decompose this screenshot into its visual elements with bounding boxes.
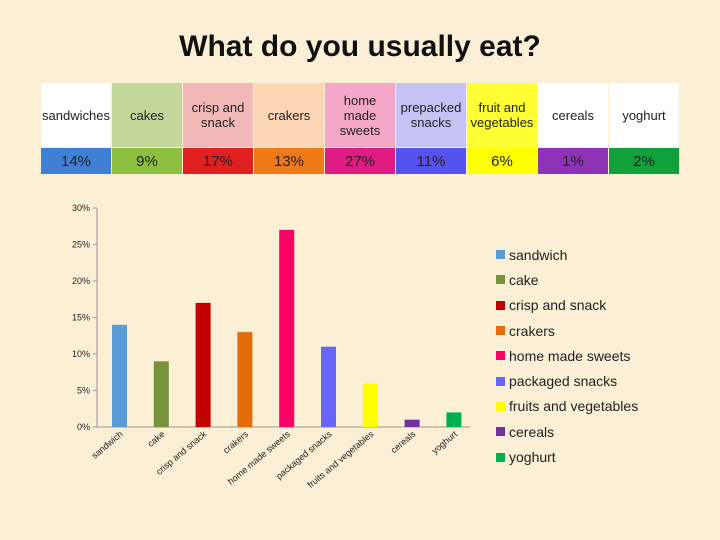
table-header-cell: cereals	[537, 82, 609, 148]
bar	[404, 419, 420, 427]
legend-item: sandwich	[496, 242, 638, 267]
x-tick-label: yoghurt	[430, 429, 460, 456]
legend-item: cereals	[496, 419, 638, 444]
legend-item: crakers	[496, 318, 638, 343]
legend-label: crisp and snack	[509, 297, 607, 314]
y-tick-label: 5%	[77, 386, 90, 396]
legend-label: home made sweets	[509, 347, 631, 364]
x-tick-label: sandwich	[90, 429, 125, 461]
legend-swatch	[496, 401, 505, 411]
table-header-cell: prepacked snacks	[395, 82, 467, 148]
bar	[153, 361, 169, 427]
table-value-cell: 14%	[40, 147, 112, 175]
table-header-cell: yoghurt	[608, 82, 680, 148]
bar	[112, 324, 127, 427]
table-value-cell: 27%	[324, 147, 396, 175]
legend-swatch	[496, 351, 505, 361]
legend-label: crakers	[509, 322, 555, 339]
table-value-row: 14% 9% 17% 13% 27% 11% 6% 1% 2%	[40, 147, 680, 175]
table-value-cell: 13%	[253, 147, 325, 175]
bar	[195, 302, 211, 427]
table-header-cell: home made sweets	[324, 82, 396, 148]
legend-swatch	[496, 452, 505, 462]
summary-table: sandwiches cakes crisp and snack crakers…	[40, 82, 680, 175]
legend-item: packaged snacks	[496, 368, 638, 393]
legend-label: cereals	[509, 423, 555, 440]
table-header-cell: sandwiches	[40, 82, 112, 148]
table-value-cell: 6%	[466, 147, 538, 175]
y-tick-label: 15%	[72, 313, 90, 323]
legend-item: home made sweets	[496, 343, 638, 368]
y-tick-label: 0%	[77, 422, 90, 432]
legend-label: cake	[509, 271, 539, 288]
table-header-cell: fruit and vegetables	[466, 82, 538, 148]
bar	[321, 346, 336, 427]
x-tick-label: cereals	[389, 429, 418, 456]
table-header-cell: cakes	[111, 82, 183, 148]
x-tick-label: cake	[146, 429, 167, 449]
table-value-cell: 17%	[182, 147, 254, 175]
legend-item: cake	[496, 267, 638, 292]
legend-label: fruits and vegetables	[509, 398, 639, 415]
x-tick-label: crakers	[221, 429, 250, 456]
legend-item: fruits and vegetables	[496, 394, 638, 419]
legend-swatch	[496, 300, 505, 310]
bar	[279, 229, 295, 427]
legend-item: crisp and snack	[496, 293, 638, 318]
y-tick-label: 10%	[72, 349, 90, 359]
page-title: What do you usually eat?	[179, 30, 541, 63]
y-tick-label: 30%	[72, 203, 90, 213]
legend-label: packaged snacks	[509, 373, 618, 390]
legend-label: yoghurt	[509, 449, 556, 466]
table-value-cell: 2%	[608, 147, 680, 175]
legend-label: sandwich	[509, 246, 568, 263]
table-value-cell: 9%	[111, 147, 183, 175]
y-tick-label: 20%	[72, 276, 90, 286]
legend-swatch	[496, 427, 505, 437]
legend-swatch	[496, 376, 505, 386]
bar	[237, 332, 253, 427]
table-value-cell: 1%	[537, 147, 609, 175]
y-tick-label: 25%	[72, 240, 90, 250]
table-header-row: sandwiches cakes crisp and snack crakers…	[40, 82, 680, 148]
bar	[446, 412, 462, 427]
legend-swatch	[496, 250, 505, 260]
chart-legend: sandwich cake crisp and snack crakers home m…	[496, 242, 638, 470]
legend-swatch	[496, 275, 505, 285]
legend-item: yoghurt	[496, 444, 638, 469]
legend-swatch	[496, 326, 505, 336]
table-header-cell: crakers	[253, 82, 325, 148]
bar	[362, 383, 378, 427]
